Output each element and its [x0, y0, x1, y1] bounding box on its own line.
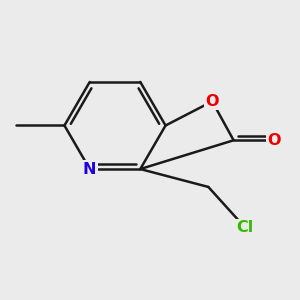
- Text: O: O: [206, 94, 219, 109]
- Text: O: O: [268, 133, 281, 148]
- Text: N: N: [83, 162, 97, 177]
- Text: Cl: Cl: [237, 220, 254, 235]
